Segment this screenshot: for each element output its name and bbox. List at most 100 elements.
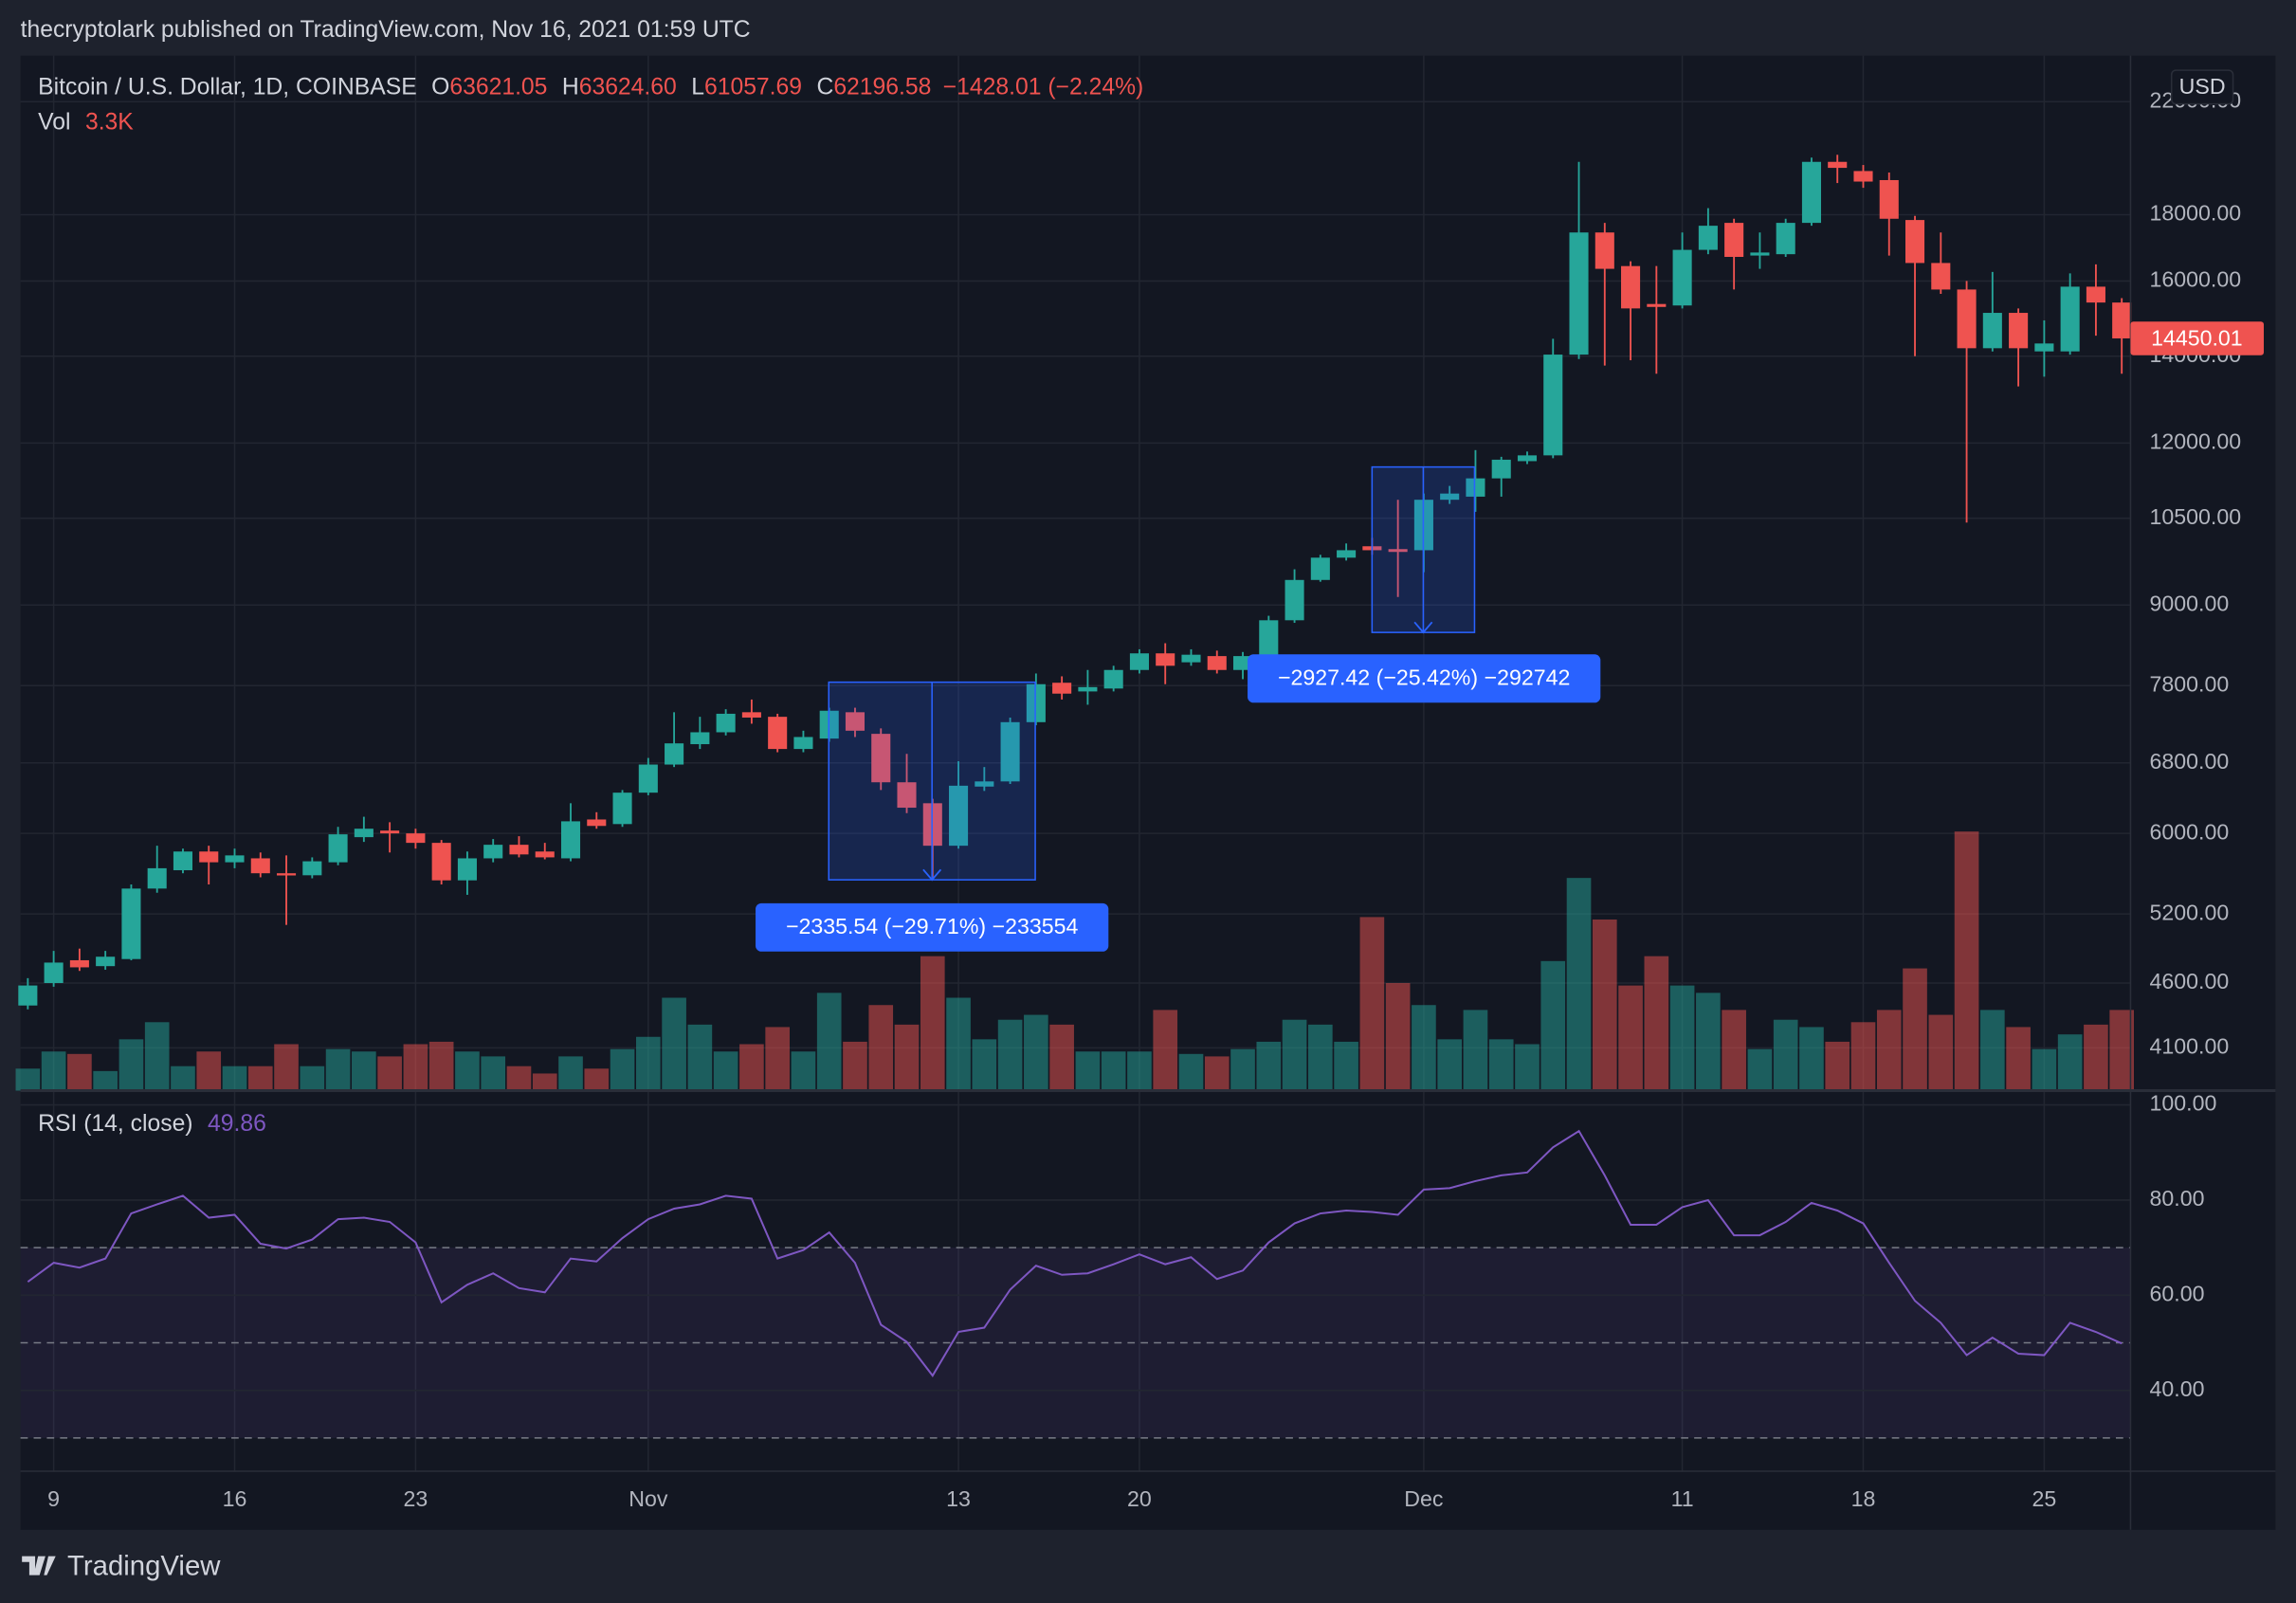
candle-body bbox=[975, 781, 994, 787]
volume-value: 3.3K bbox=[85, 109, 134, 135]
candle-body bbox=[1957, 289, 1977, 349]
volume-bar bbox=[1437, 1039, 1462, 1091]
x-tick-label: 13 bbox=[946, 1486, 971, 1511]
volume-bar bbox=[1385, 983, 1411, 1091]
candle-body bbox=[587, 819, 607, 827]
volume-bar bbox=[946, 997, 971, 1091]
candle-body bbox=[380, 830, 400, 834]
candle-body bbox=[1129, 653, 1149, 670]
volume-bar bbox=[662, 997, 686, 1091]
candle-body bbox=[1594, 232, 1614, 269]
volume-bar bbox=[274, 1044, 299, 1091]
price-tick-label: 4600.00 bbox=[2150, 969, 2230, 993]
candle-body bbox=[1621, 265, 1641, 309]
last-price-label: 14450.01 bbox=[2151, 326, 2243, 351]
candle-body bbox=[173, 851, 193, 871]
candle-body bbox=[354, 829, 374, 838]
candle-body bbox=[690, 732, 710, 745]
last-price-tag bbox=[2130, 321, 2265, 355]
volume-bar bbox=[1540, 960, 1566, 1091]
candle-body bbox=[1931, 263, 1951, 290]
candle-body bbox=[1647, 303, 1667, 307]
volume-bar bbox=[1101, 1051, 1126, 1091]
volume-bar bbox=[1980, 1010, 2005, 1091]
candle-body bbox=[509, 845, 529, 855]
volume-bar bbox=[1644, 956, 1669, 1091]
candle-body bbox=[535, 851, 555, 858]
volume-bar bbox=[635, 1036, 661, 1091]
volume-bar bbox=[1592, 919, 1617, 1091]
volume-bar bbox=[843, 1041, 867, 1091]
x-tick-label: 9 bbox=[47, 1486, 60, 1511]
volume-bar bbox=[1308, 1024, 1333, 1091]
logo-icon bbox=[22, 1556, 56, 1576]
measure-label-box bbox=[756, 902, 1109, 952]
volume-bar bbox=[196, 1051, 222, 1091]
candle-body bbox=[1569, 232, 1589, 355]
ohlc-value: 63624.60 bbox=[579, 74, 677, 100]
candle-body bbox=[1337, 550, 1357, 558]
volume-bar bbox=[2084, 1024, 2108, 1091]
plot bbox=[15, 155, 2135, 1377]
volume-bar bbox=[1204, 1056, 1230, 1091]
volume-bar bbox=[1230, 1048, 1255, 1091]
price-tick-label: 7800.00 bbox=[2150, 671, 2230, 696]
volume-bar bbox=[15, 1068, 41, 1091]
volume-bar bbox=[1799, 1027, 1824, 1091]
candle-body bbox=[2060, 286, 2080, 352]
volume-bar bbox=[1669, 985, 1695, 1091]
volume-bar bbox=[610, 1048, 635, 1091]
volume-bar bbox=[997, 1019, 1023, 1091]
candle-body bbox=[1879, 179, 1899, 219]
volume-bar bbox=[1773, 1019, 1798, 1091]
x-tick-label: 11 bbox=[1671, 1486, 1694, 1511]
volume-bar bbox=[41, 1051, 66, 1091]
candle-body bbox=[147, 867, 167, 889]
volume-legend: Vol 3.3K bbox=[38, 109, 134, 135]
ohlc-key: O bbox=[431, 74, 449, 100]
candle-body bbox=[483, 845, 503, 859]
candle-body bbox=[1698, 226, 1718, 250]
volume-bar bbox=[403, 1044, 428, 1091]
volume-bar bbox=[532, 1073, 557, 1091]
volume-bar bbox=[1747, 1048, 1773, 1091]
volume-bar bbox=[352, 1051, 376, 1091]
volume-bar bbox=[325, 1048, 351, 1091]
grid bbox=[20, 55, 2131, 1472]
overlay: −2335.54 (−29.71%) −233554 −2927.42 (−25.… bbox=[38, 74, 1601, 1137]
candle-body bbox=[1776, 223, 1795, 255]
price-tick-label: 18000.00 bbox=[2150, 201, 2242, 226]
volume-bar bbox=[118, 1039, 144, 1091]
volume-bar bbox=[1282, 1019, 1307, 1091]
chart-pane bbox=[20, 55, 2276, 1530]
candle-body bbox=[457, 858, 477, 881]
price-tick-label: 6000.00 bbox=[2150, 819, 2230, 844]
candle-body bbox=[1440, 493, 1460, 501]
publish-header: thecryptolark published on TradingView.c… bbox=[21, 17, 751, 43]
candle-body bbox=[44, 962, 64, 983]
x-tick-label: Nov bbox=[629, 1486, 668, 1511]
candle-body bbox=[1750, 252, 1770, 256]
candle-body bbox=[560, 821, 581, 859]
candle-body bbox=[1207, 656, 1227, 670]
rsi-tick-label: 100.00 bbox=[2150, 1091, 2217, 1116]
volume-bar bbox=[739, 1044, 764, 1091]
volume-bar bbox=[791, 1051, 816, 1091]
candle-body bbox=[793, 737, 813, 750]
ohlc-key: L bbox=[691, 74, 704, 100]
volume-bar bbox=[920, 956, 945, 1091]
candle-body bbox=[2112, 302, 2132, 338]
rsi-value: 49.86 bbox=[208, 1111, 266, 1137]
volume-bar bbox=[868, 1005, 894, 1091]
ohlc-value: 61057.69 bbox=[704, 74, 802, 100]
candle-body bbox=[1466, 478, 1485, 497]
currency-label: USD bbox=[2179, 74, 2226, 99]
candle-body bbox=[1853, 171, 1873, 182]
volume-name: Vol bbox=[38, 109, 70, 135]
measure-label: −2335.54 (−29.71%) −233554 bbox=[786, 914, 1079, 938]
candle-body bbox=[2009, 313, 2029, 349]
volume-bar bbox=[1153, 1010, 1178, 1091]
volume-bar bbox=[222, 1066, 247, 1091]
ohlc-key: H bbox=[562, 74, 579, 100]
